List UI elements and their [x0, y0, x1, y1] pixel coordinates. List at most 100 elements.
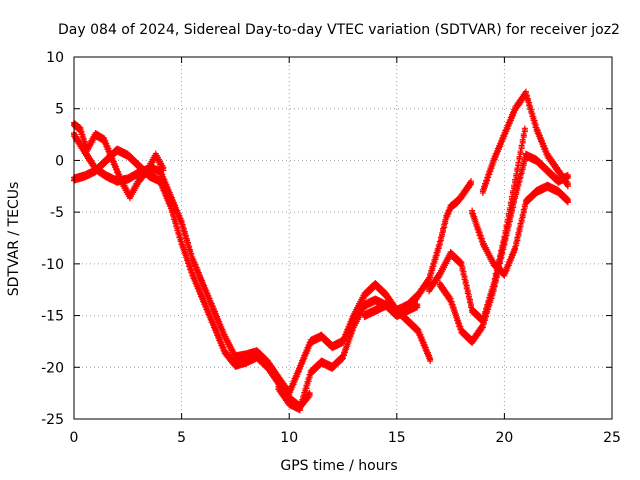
data-point [299, 400, 306, 407]
data-point [564, 199, 571, 206]
data-point [512, 195, 519, 202]
data-point [486, 302, 493, 309]
data-point [503, 232, 510, 239]
data-point [490, 288, 497, 295]
data-point [306, 393, 313, 400]
series-track-4 [232, 279, 421, 398]
data-point [487, 299, 494, 306]
data-point [516, 228, 523, 235]
x-tick-label: 15 [388, 430, 406, 446]
data-point [427, 358, 434, 365]
data-point [341, 352, 348, 359]
data-point [500, 246, 507, 253]
data-point [430, 263, 437, 270]
data-point [512, 246, 519, 253]
data-point [296, 407, 303, 414]
data-point [305, 378, 312, 385]
data-point [521, 128, 528, 135]
data-point [517, 151, 524, 158]
data-point [431, 259, 438, 266]
tick-labels: 0 5 10 15 20 25 -25 -20 -15 -10 -5 0 5 10 [41, 50, 621, 446]
data-point [344, 343, 351, 350]
data-point [482, 183, 489, 190]
axis-ticks [73, 56, 613, 420]
x-tick-label: 20 [495, 430, 513, 446]
data-point [340, 355, 346, 362]
data-point [564, 183, 571, 190]
data-point [303, 385, 310, 392]
data-point [345, 340, 352, 347]
data-point [484, 177, 491, 184]
data-point [441, 224, 448, 231]
data-point [346, 336, 353, 343]
data-point [302, 389, 309, 396]
data-point [432, 256, 439, 263]
y-tick-label: -20 [41, 360, 64, 376]
series-track-11 [479, 88, 571, 197]
data-point [434, 249, 441, 256]
data-point [514, 237, 521, 244]
data-point [499, 251, 506, 258]
data-point [521, 157, 528, 164]
data-point [426, 277, 433, 284]
data-point [347, 333, 354, 340]
data-point [515, 232, 522, 239]
data-point [483, 313, 490, 320]
y-tick-label: -5 [50, 205, 64, 221]
y-tick-label: -25 [41, 412, 64, 428]
data-point [343, 346, 350, 353]
data-point [517, 223, 524, 230]
data-point [513, 242, 520, 249]
data-point [484, 310, 491, 317]
data-point [489, 162, 496, 169]
data-point [306, 374, 313, 381]
data-point [508, 209, 515, 216]
data-point [513, 191, 520, 198]
data-point [488, 165, 495, 172]
data-point [519, 166, 526, 173]
data-point [438, 233, 445, 240]
data-point [298, 403, 305, 410]
data-point [505, 223, 512, 230]
data-point [485, 306, 492, 313]
data-point [300, 396, 307, 403]
series-track-7 [404, 178, 475, 315]
data-point [348, 330, 355, 337]
data-point [435, 245, 442, 252]
data-point [517, 174, 524, 181]
data-point [160, 167, 167, 174]
data-point [440, 228, 447, 235]
x-tick-label: 0 [70, 430, 79, 446]
data-point [519, 214, 526, 221]
x-tick-label: 10 [280, 430, 298, 446]
data-point [491, 283, 498, 290]
data-point [480, 320, 487, 327]
data-point [520, 134, 527, 141]
data-point [497, 260, 504, 267]
series-track-6 [361, 300, 434, 365]
data-point [492, 279, 499, 286]
data-point [518, 145, 525, 152]
data-point [516, 178, 523, 185]
data-point [518, 219, 525, 226]
data-point [520, 162, 527, 169]
data-point [305, 394, 312, 401]
data-point [479, 190, 486, 197]
data-point [485, 174, 492, 181]
x-axis-title: GPS time / hours [280, 458, 397, 474]
data-point [468, 181, 475, 188]
data-point [518, 170, 525, 177]
data-point [436, 241, 443, 248]
data-point [349, 327, 356, 334]
data-point [483, 180, 490, 187]
x-tick-label: 25 [603, 430, 621, 446]
y-tick-label: -15 [41, 309, 64, 325]
data-series [71, 88, 571, 414]
data-point [414, 304, 421, 311]
data-point [433, 252, 440, 259]
data-point [511, 199, 518, 206]
data-point [502, 237, 509, 244]
plot-frame [73, 56, 613, 420]
data-point [520, 209, 527, 216]
